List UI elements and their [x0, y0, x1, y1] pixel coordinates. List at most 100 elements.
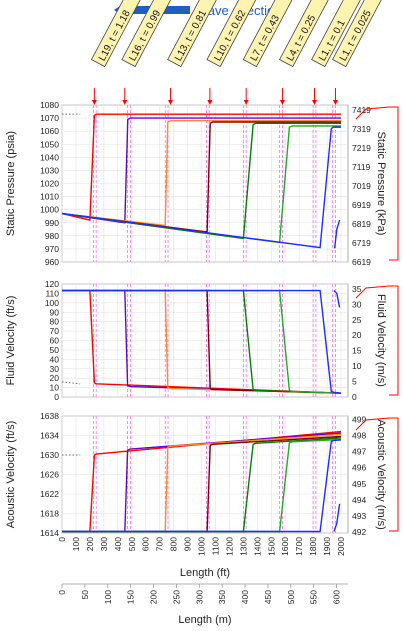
ylabel-right-2: Acoustic Velocity (m/s) — [375, 419, 387, 530]
ytick-left-2-0: 1614 — [40, 528, 59, 538]
ytick-left-2-4: 1630 — [40, 450, 59, 460]
ytick-right-0-2: 6819 — [352, 219, 371, 229]
ytick-left-0-6: 1020 — [40, 179, 59, 189]
time-label-box-3 — [206, 0, 257, 68]
ytick-right-1-0: 0 — [352, 392, 357, 402]
x-axes: 0 100 200 300 400 500 600 700 800 900 1000 1100 1200… — [57, 537, 348, 626]
ytick-left-0-0: 960 — [45, 257, 59, 267]
ytick-left-0-4: 1000 — [40, 205, 59, 215]
time-label-box-7 — [332, 0, 383, 68]
time-label-arrowhead-5 — [279, 100, 285, 105]
xtick-m-7: 350 — [217, 590, 227, 604]
ylabel-left-2: Acoustic Velocity (ft/s) — [5, 421, 17, 529]
right-bracket-arrow-2 — [355, 417, 390, 431]
ytick-left-0-5: 1010 — [40, 192, 59, 202]
ytick-right-0-6: 7219 — [352, 143, 371, 153]
ylabel-right-1: Fluid Velocity (m/s) — [375, 294, 387, 387]
ytick-left-0-1: 970 — [45, 244, 59, 254]
ytick-left-0-9: 1050 — [40, 139, 59, 149]
ytick-right-1-1: 5 — [352, 377, 357, 387]
ytick-right-2-2: 494 — [352, 495, 366, 505]
ytick-right-1-6: 30 — [352, 299, 362, 309]
time-label-arrowhead-2 — [168, 100, 174, 105]
xtick-ft-7: 700 — [155, 537, 165, 551]
xtick-m-9: 450 — [263, 590, 273, 604]
ytick-right-0-5: 7119 — [352, 162, 371, 172]
ytick-left-1-10: 100 — [45, 298, 59, 308]
ytick-right-0-7: 7319 — [352, 124, 371, 134]
ytick-left-2-5: 1634 — [40, 431, 59, 441]
time-label-arrowhead-1 — [122, 100, 128, 105]
xtick-ft-6: 600 — [141, 537, 151, 551]
ylabel-right-0: Static Pressure (kPa) — [375, 132, 387, 236]
xtick-m-0: 0 — [57, 590, 67, 595]
ytick-left-1-7: 70 — [50, 326, 60, 336]
series-line-0-0 — [61, 113, 341, 221]
chart-panels: 9609709809901000101010201030104010501060… — [5, 100, 399, 538]
xtick-m-1: 50 — [80, 590, 90, 600]
ytick-left-1-1: 10 — [50, 383, 60, 393]
ytick-right-0-4: 7019 — [352, 181, 371, 191]
ytick-left-1-4: 40 — [50, 354, 60, 364]
ytick-left-0-10: 1060 — [40, 126, 59, 136]
xtick-ft-13: 1300 — [238, 537, 248, 556]
ytick-left-1-5: 50 — [50, 345, 60, 355]
xtick-ft-2: 200 — [85, 537, 95, 551]
series-line-2-6 — [62, 439, 342, 533]
ytick-right-2-3: 495 — [352, 479, 366, 489]
xtick-m-2: 100 — [103, 590, 113, 604]
ytick-right-0-0: 6619 — [352, 257, 371, 267]
ytick-left-1-8: 80 — [50, 317, 60, 327]
ytick-left-1-6: 60 — [50, 336, 60, 346]
ytick-left-1-3: 30 — [50, 364, 60, 374]
time-label-box-1 — [121, 0, 172, 68]
xtick-ft-14: 1400 — [252, 537, 262, 556]
series-line-0-7 — [334, 219, 341, 249]
time-label-arrowhead-4 — [243, 100, 249, 105]
ytick-left-0-2: 980 — [45, 231, 59, 241]
time-label-box-0 — [90, 0, 141, 68]
xtick-m-12: 600 — [332, 590, 342, 604]
series-line-1-6 — [62, 289, 342, 394]
panel-0: 960 970 980 990 1000 1010 1020 1030 1040 1050 1060… — [5, 100, 399, 267]
right-bracket-1 — [389, 285, 399, 396]
xtick-m-3: 150 — [126, 590, 136, 604]
xtick-m-10: 500 — [286, 590, 296, 604]
time-label-box-2 — [167, 0, 218, 68]
ylabel-left-0: Static Pressure (psia) — [5, 131, 17, 236]
ytick-left-2-3: 1626 — [40, 470, 59, 480]
ytick-left-1-2: 20 — [50, 373, 60, 383]
ylabel-left-1: Fluid Velocity (ft/s) — [5, 296, 17, 386]
ytick-right-2-5: 497 — [352, 447, 366, 457]
xtick-ft-0: 0 — [57, 537, 67, 542]
xtick-ft-12: 1200 — [224, 537, 234, 556]
time-label-box-5 — [279, 0, 330, 68]
ytick-left-2-6: 1638 — [40, 411, 59, 421]
xtick-ft-10: 1000 — [197, 537, 207, 556]
ytick-right-1-3: 15 — [352, 346, 362, 356]
xtick-ft-1: 100 — [71, 537, 81, 551]
xtick-ft-11: 1100 — [210, 537, 220, 556]
ytick-right-1-7: 35 — [352, 284, 362, 294]
ytick-left-1-9: 90 — [50, 307, 60, 317]
series-line-1-7 — [333, 290, 341, 308]
ytick-right-1-4: 20 — [352, 330, 362, 340]
ytick-left-1-11: 110 — [45, 288, 59, 298]
time-label-box-4 — [242, 0, 293, 68]
dotted-line-1 — [61, 381, 81, 385]
panel-2: 1614 1618 1622 1626 1630 1634 1638 492 493 494 495… — [5, 411, 399, 538]
right-bracket-arrow-0 — [355, 106, 390, 120]
ytick-left-0-8: 1040 — [40, 152, 59, 162]
time-label-arrowhead-3 — [207, 100, 213, 105]
ytick-left-0-11: 1070 — [40, 113, 59, 123]
xlabel-ft: Length (ft) — [180, 567, 230, 579]
xtick-ft-9: 900 — [183, 537, 193, 551]
xtick-ft-20: 2000 — [336, 537, 346, 556]
ytick-left-0-3: 990 — [45, 218, 59, 228]
xtick-ft-18: 1800 — [308, 537, 318, 556]
ytick-right-2-0: 492 — [352, 527, 366, 537]
xtick-ft-5: 500 — [127, 537, 137, 551]
xtick-m-5: 250 — [171, 590, 181, 604]
ytick-right-2-7: 499 — [352, 414, 366, 424]
xtick-ft-19: 1900 — [322, 537, 332, 556]
